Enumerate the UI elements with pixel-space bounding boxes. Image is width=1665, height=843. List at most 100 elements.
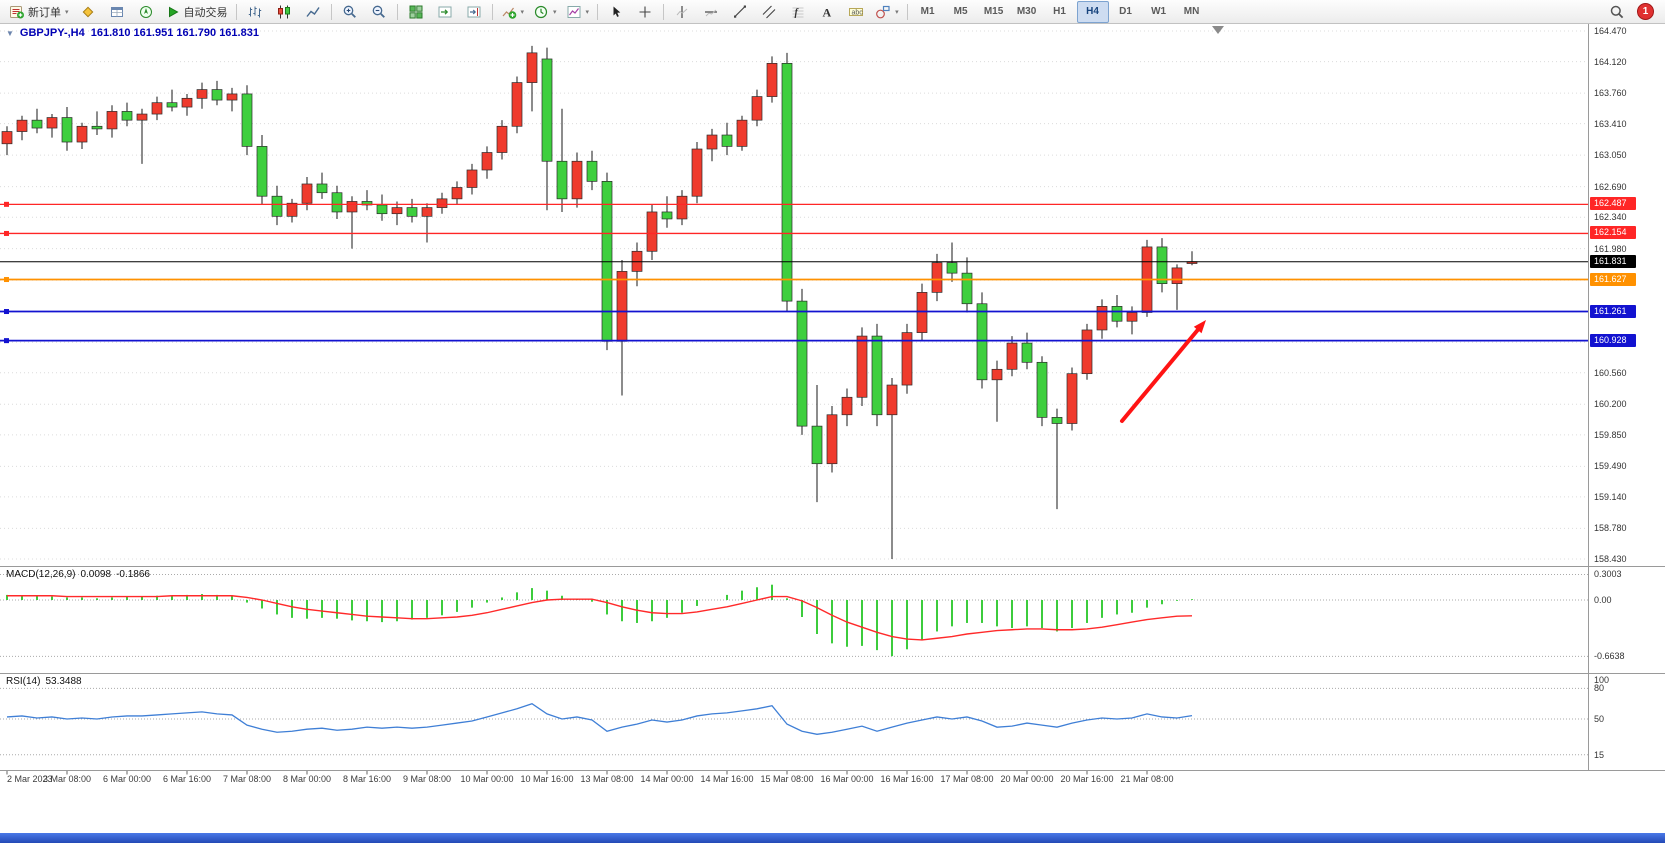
time-axis-label: 10 Mar 16:00 <box>520 774 574 784</box>
line-chart-button[interactable] <box>299 1 327 23</box>
new-order-label: 新订单 <box>28 6 61 19</box>
time-axis-label: 10 Mar 00:00 <box>460 774 514 784</box>
price-tag: 160.928 <box>1590 333 1636 347</box>
templates-icon <box>567 5 581 18</box>
time-axis-label: 20 Mar 16:00 <box>1060 774 1114 784</box>
equidistant-channel-button[interactable] <box>755 1 783 23</box>
vertical-line-button[interactable] <box>668 1 696 23</box>
axis-label: 15 <box>1594 749 1605 760</box>
axis-label: 160.200 <box>1594 399 1627 410</box>
hline-handle[interactable] <box>4 201 9 207</box>
zoom-out-icon <box>372 5 385 18</box>
tile-windows-button[interactable] <box>402 1 430 23</box>
time-axis-label: 20 Mar 00:00 <box>1000 774 1054 784</box>
rsi-indicator-label: RSI(14) 53.3488 <box>6 676 82 687</box>
chart-shift-marker <box>1212 26 1224 34</box>
candlestick-chart-icon <box>277 5 290 18</box>
cursor-button[interactable] <box>602 1 630 23</box>
notification-badge[interactable]: 1 <box>1637 3 1654 20</box>
time-axis-label: 3 Mar 08:00 <box>42 774 92 784</box>
line-chart-icon <box>305 6 320 17</box>
shapes-button[interactable]: ▾ <box>871 1 903 23</box>
macd-main-value: 0.0098 <box>80 569 112 580</box>
market-watch-button[interactable] <box>74 1 102 23</box>
svg-text:abc: abc <box>852 9 864 16</box>
axis-label: 161.980 <box>1594 243 1627 254</box>
toolbar-separator <box>906 3 908 20</box>
toolbar-separator <box>597 3 599 20</box>
toolbar-separator <box>491 3 493 20</box>
text-label-icon: abc <box>849 7 864 16</box>
periods-icon <box>534 5 548 18</box>
axis-label: 158.430 <box>1594 554 1627 564</box>
chart-shift-button[interactable] <box>460 1 488 23</box>
axis-label: 158.780 <box>1594 523 1627 534</box>
timeframe-mn-button[interactable]: MN <box>1183 6 1200 17</box>
trendline-button[interactable] <box>726 1 754 23</box>
rsi-panel <box>0 687 1588 756</box>
timeframe-m30-button[interactable]: M30 <box>1016 6 1037 17</box>
panel-separators[interactable] <box>0 566 1665 771</box>
crosshair-icon <box>639 6 651 17</box>
candlestick-chart-button[interactable] <box>270 1 298 23</box>
axis-label: 50 <box>1594 714 1605 724</box>
templates-button[interactable]: ▾ <box>562 1 594 23</box>
time-axis-label: 16 Mar 00:00 <box>820 774 874 784</box>
svg-text:A: A <box>823 5 832 19</box>
new-order-caret-icon: ▾ <box>65 8 69 16</box>
hline-handle[interactable] <box>4 309 9 315</box>
chart-collapse-icon[interactable]: ▼ <box>6 28 14 38</box>
indicators-button[interactable]: ▾ <box>497 1 529 23</box>
time-axis-label: 7 Mar 08:00 <box>222 774 272 784</box>
fibonacci-icon: f <box>792 7 804 18</box>
text-label-button[interactable]: abc <box>842 1 870 23</box>
svg-text:f: f <box>795 7 800 18</box>
timeframe-m1-button[interactable]: M1 <box>920 6 935 17</box>
play-icon <box>168 6 179 17</box>
equidistant-channel-icon <box>762 5 776 18</box>
auto-trading-label: 自动交易 <box>183 6 228 19</box>
time-axis-label: 16 Mar 16:00 <box>880 774 934 784</box>
horizontal-line-icon <box>705 9 718 16</box>
periods-button[interactable]: ▾ <box>529 1 561 23</box>
bar-chart-button[interactable] <box>241 1 269 23</box>
time-axis-label: 2 Mar 2023 <box>7 774 53 784</box>
toolbar-right-group: 1 <box>1603 1 1660 23</box>
macd-signal-value: -0.1866 <box>116 569 150 580</box>
annotation-arrow[interactable] <box>1120 320 1206 423</box>
axis-label: 163.410 <box>1594 118 1627 129</box>
hline-handle[interactable] <box>4 230 9 236</box>
horizontal-line-button[interactable] <box>697 1 725 23</box>
time-axis-label: 6 Mar 16:00 <box>162 774 212 784</box>
price-gridlines <box>0 30 1588 560</box>
fibonacci-button[interactable]: f <box>784 1 812 23</box>
timeframe-w1-button[interactable]: W1 <box>1151 6 1167 17</box>
crosshair-button[interactable] <box>631 1 659 23</box>
auto-scroll-button[interactable] <box>431 1 459 23</box>
macd-panel <box>0 573 1588 657</box>
auto-trading-button[interactable]: 自动交易 <box>161 1 232 23</box>
shapes-caret-icon: ▾ <box>895 8 899 16</box>
time-axis-label: 14 Mar 16:00 <box>700 774 754 784</box>
auto-scroll-icon <box>438 6 452 17</box>
timeframe-m15-button[interactable]: M15 <box>983 6 1004 17</box>
data-window-button[interactable] <box>103 1 131 23</box>
time-axis-label: 8 Mar 16:00 <box>342 774 392 784</box>
search-button[interactable] <box>1603 1 1631 23</box>
rsi-value: 53.3488 <box>45 676 82 687</box>
hline-handle[interactable] <box>4 277 9 283</box>
zoom-out-button[interactable] <box>365 1 393 23</box>
chart-title: ▼ GBPJPY-,H4 161.810 161.951 161.790 161… <box>6 27 259 39</box>
timeframe-d1-button[interactable]: D1 <box>1119 6 1132 17</box>
timeframe-m5-button[interactable]: M5 <box>953 6 968 17</box>
new-order-button[interactable]: 新订单 ▾ <box>5 1 73 23</box>
zoom-in-button[interactable] <box>336 1 364 23</box>
hline-handle[interactable] <box>4 338 9 344</box>
new-order-icon <box>10 5 24 18</box>
axis-label: 164.120 <box>1594 56 1627 67</box>
timeframe-h1-button[interactable]: H1 <box>1053 6 1066 17</box>
navigator-button[interactable] <box>132 1 160 23</box>
timeframe-h4-button[interactable]: H4 <box>1076 0 1109 23</box>
text-button[interactable]: A <box>813 1 841 23</box>
